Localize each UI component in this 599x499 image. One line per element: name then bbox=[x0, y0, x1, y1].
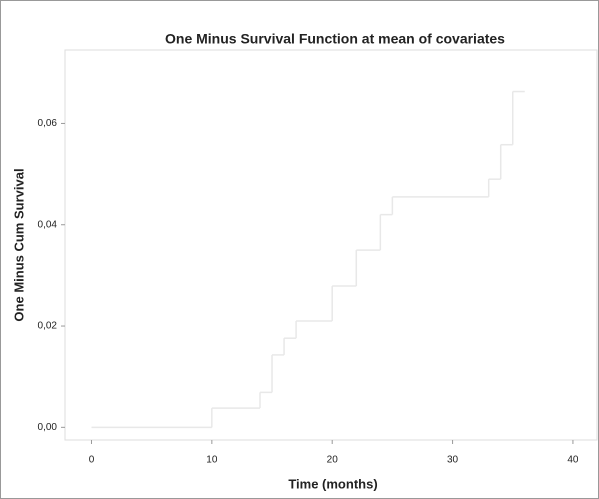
x-axis-label: Time (months) bbox=[288, 476, 377, 491]
y-tick-label: 0,06 bbox=[38, 118, 58, 129]
y-tick-label: 0,00 bbox=[38, 422, 58, 433]
x-tick-label: 20 bbox=[327, 455, 339, 466]
y-tick-label: 0,04 bbox=[38, 219, 58, 230]
y-axis-label: One Minus Cum Survival bbox=[11, 168, 26, 321]
y-tick-label: 0,02 bbox=[38, 321, 58, 332]
chart-title: One Minus Survival Function at mean of c… bbox=[165, 31, 505, 47]
x-tick-label: 10 bbox=[206, 455, 218, 466]
x-tick-label: 0 bbox=[89, 455, 95, 466]
plot-area bbox=[64, 49, 598, 441]
x-tick-label: 30 bbox=[447, 455, 459, 466]
x-tick-label: 40 bbox=[567, 455, 579, 466]
